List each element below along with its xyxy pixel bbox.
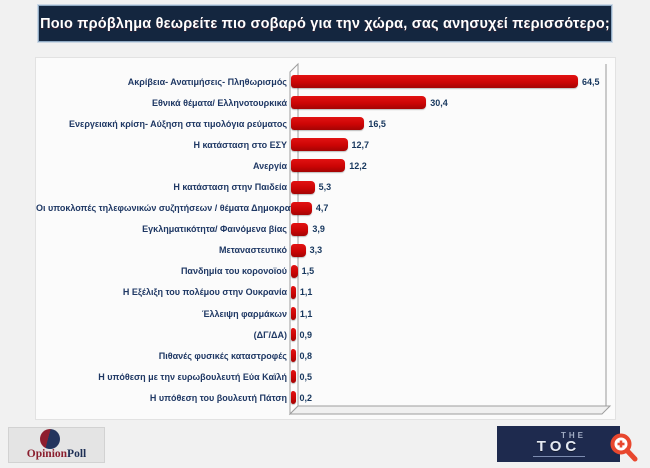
bar-row: Πανδημία του κορονοϊού 1,5 bbox=[36, 261, 615, 282]
bar-category-label: Εθνικά θέματα/ Ελληνοτουρκικά bbox=[152, 97, 287, 108]
bar-category-label: Πιθανές φυσικές καταστροφές bbox=[158, 350, 287, 361]
bar bbox=[291, 180, 315, 194]
bar-row: Η Εξέλιξη του πολέμου στην Ουκρανία 1,1 bbox=[36, 282, 615, 303]
opinionpoll-word-opinion: Opinion bbox=[26, 448, 68, 460]
bar-category-label: Πανδημία του κορονοϊού bbox=[180, 266, 287, 277]
bar bbox=[291, 222, 309, 236]
bar bbox=[291, 391, 296, 405]
opinionpoll-word-poll: Poll bbox=[67, 448, 87, 460]
bar-category-label: Ανεργία bbox=[252, 160, 287, 171]
opinionpoll-wordmark: OpinionPoll bbox=[27, 448, 86, 461]
bar-category-label: Μεταναστευτικό bbox=[218, 245, 287, 256]
bar-value-label: 0,2 bbox=[299, 392, 313, 403]
chart-panel: Ακρίβεια- Ανατιμήσεις- Πληθωρισμός 64,5 Εθ… bbox=[35, 57, 616, 420]
bar bbox=[291, 75, 579, 89]
bar bbox=[291, 243, 306, 257]
bar-value-label: 0,5 bbox=[299, 371, 313, 382]
bar-category-label: Ακρίβεια- Ανατιμήσεις- Πληθωρισμός bbox=[127, 76, 287, 87]
bar bbox=[291, 264, 298, 278]
bar-row: Ανεργία 12,2 bbox=[36, 155, 615, 176]
bar-row: Εγκληματικότητα/ Φαινόμενα βίας 3,9 bbox=[36, 219, 615, 240]
bar-row: Η κατάσταση στην Παιδεία 5,3 bbox=[36, 176, 615, 197]
bar-value-label: 5,3 bbox=[318, 182, 332, 193]
bar bbox=[291, 96, 427, 110]
bar-category-label: Εγκληματικότητα/ Φαινόμενα βίας bbox=[142, 224, 287, 235]
bar-value-label: 4,7 bbox=[315, 203, 329, 214]
thetoc-tagline-line bbox=[532, 455, 585, 457]
bar-row: Η υπόθεση με την ευρωβουλευτή Εύα Καϊλή 0… bbox=[36, 366, 615, 387]
bar bbox=[291, 138, 348, 152]
bar-value-label: 12,2 bbox=[349, 160, 367, 171]
bar-value-label: 30,4 bbox=[430, 97, 448, 108]
bar-category-label: Η υπόθεση του βουλευτή Πάτση bbox=[149, 392, 287, 403]
bar-row: Η υπόθεση του βουλευτή Πάτση 0,2 bbox=[36, 387, 615, 408]
bar-category-label: Οι υποκλοπές τηλεφωνικών συζητήσεων / θέ… bbox=[36, 203, 307, 214]
bar-value-label: 64,5 bbox=[582, 76, 600, 87]
bar bbox=[291, 370, 296, 384]
bar-value-label: 12,7 bbox=[351, 139, 370, 150]
bar-row: Πιθανές φυσικές καταστροφές 0,8 bbox=[36, 345, 615, 366]
bar bbox=[291, 201, 312, 215]
bar bbox=[291, 285, 296, 299]
bar bbox=[291, 307, 296, 321]
bar-value-label: 16,5 bbox=[368, 118, 386, 129]
bar-row: Μεταναστευτικό 3,3 bbox=[36, 240, 615, 261]
bar-category-label: Η Εξέλιξη του πολέμου στην Ουκρανία bbox=[122, 287, 287, 298]
bar-value-label: 3,9 bbox=[312, 224, 325, 235]
bar-category-label: Ενεργειακή κρίση- Αύξηση στα τιμολόγια ρ… bbox=[69, 118, 287, 129]
title-bar: Ποιο πρόβλημα θεωρείτε πιο σοβαρό για τη… bbox=[38, 5, 612, 42]
thetoc-word-the: THE bbox=[561, 430, 586, 440]
chart-3d-axis-decoration bbox=[288, 62, 612, 416]
bar-value-label: 1,1 bbox=[299, 287, 313, 298]
zoom-plus-icon[interactable] bbox=[606, 431, 644, 465]
bar-category-label: (ΔΓ/ΔΑ) bbox=[253, 329, 287, 340]
bar bbox=[291, 328, 296, 342]
bars-area: Ακρίβεια- Ανατιμήσεις- Πληθωρισμός 64,5 Εθ… bbox=[36, 71, 615, 409]
bar-row: Η κατάσταση στο ΕΣΥ 12,7 bbox=[36, 134, 615, 155]
bar bbox=[291, 349, 296, 363]
bar-row: Εθνικά θέματα/ Ελληνοτουρκικά 30,4 bbox=[36, 92, 615, 113]
bar-value-label: 0,9 bbox=[299, 329, 313, 340]
thetoc-logo: THE TOC bbox=[497, 426, 620, 462]
axis-floor bbox=[288, 405, 612, 415]
bar-row: Ενεργειακή κρίση- Αύξηση στα τιμολόγια ρ… bbox=[36, 113, 615, 134]
bar-category-label: Η κατάσταση στο ΕΣΥ bbox=[193, 139, 288, 150]
bar-row: (ΔΓ/ΔΑ) 0,9 bbox=[36, 324, 615, 345]
bar bbox=[291, 117, 365, 131]
bar-value-label: 3,3 bbox=[309, 245, 323, 256]
opinionpoll-circle-icon bbox=[40, 429, 60, 449]
page-title: Ποιο πρόβλημα θεωρείτε πιο σοβαρό για τη… bbox=[40, 15, 610, 32]
bar-row: Ακρίβεια- Ανατιμήσεις- Πληθωρισμός 64,5 bbox=[36, 71, 615, 92]
bar-category-label: Η κατάσταση στην Παιδεία bbox=[173, 182, 287, 193]
bar-category-label: Η υπόθεση με την ευρωβουλευτή Εύα Καϊλή bbox=[98, 371, 287, 382]
bar-row: Έλλειψη φαρμάκων 1,1 bbox=[36, 303, 615, 324]
bar-row: Οι υποκλοπές τηλεφωνικών συζητήσεων / θέ… bbox=[36, 198, 615, 219]
bar-value-label: 0,8 bbox=[299, 350, 313, 361]
bar-category-label: Έλλειψη φαρμάκων bbox=[201, 308, 287, 319]
bar-value-label: 1,5 bbox=[301, 266, 315, 277]
thetoc-word-toc: TOC bbox=[536, 437, 581, 455]
opinionpoll-logo: OpinionPoll bbox=[8, 427, 105, 463]
bar-value-label: 1,1 bbox=[299, 308, 313, 319]
bar bbox=[291, 159, 346, 173]
